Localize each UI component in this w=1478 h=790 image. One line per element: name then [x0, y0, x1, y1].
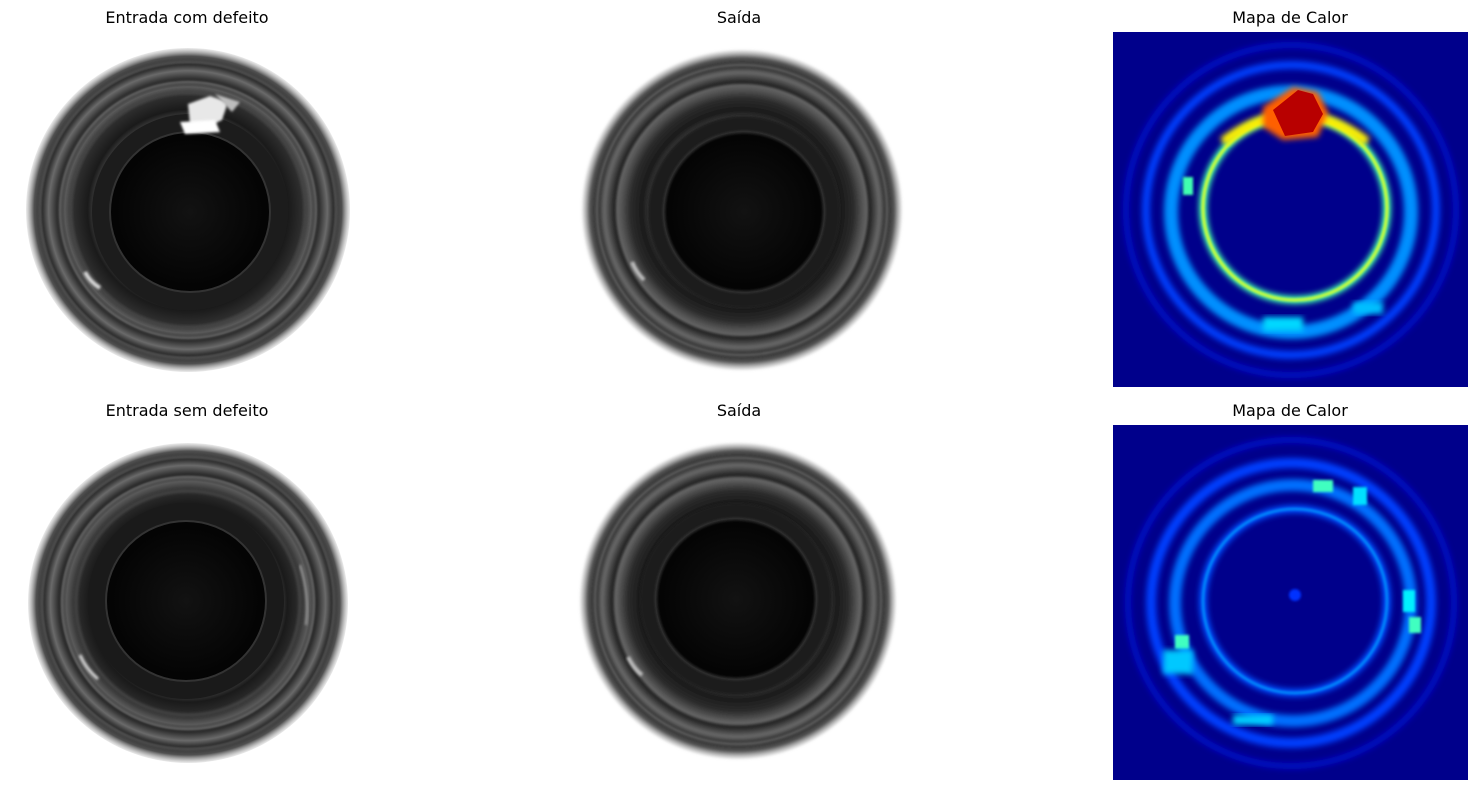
output-title-row1: Saída — [716, 8, 762, 27]
output-image-row2 — [562, 425, 917, 780]
heatmap-title-row2: Mapa de Calor — [1232, 401, 1348, 420]
heatmap-title-row1: Mapa de Calor — [1232, 8, 1348, 27]
input-defect-title: Entrada com defeito — [105, 8, 269, 27]
output-title-row2: Saída — [716, 401, 762, 420]
heatmap-image-row2 — [1113, 425, 1468, 780]
output-image-row1 — [562, 32, 917, 387]
heatmap-image-row1 — [1113, 32, 1468, 387]
input-defect-image — [10, 32, 365, 387]
input-nodefect-title: Entrada sem defeito — [105, 401, 269, 420]
input-nodefect-image — [10, 425, 365, 780]
